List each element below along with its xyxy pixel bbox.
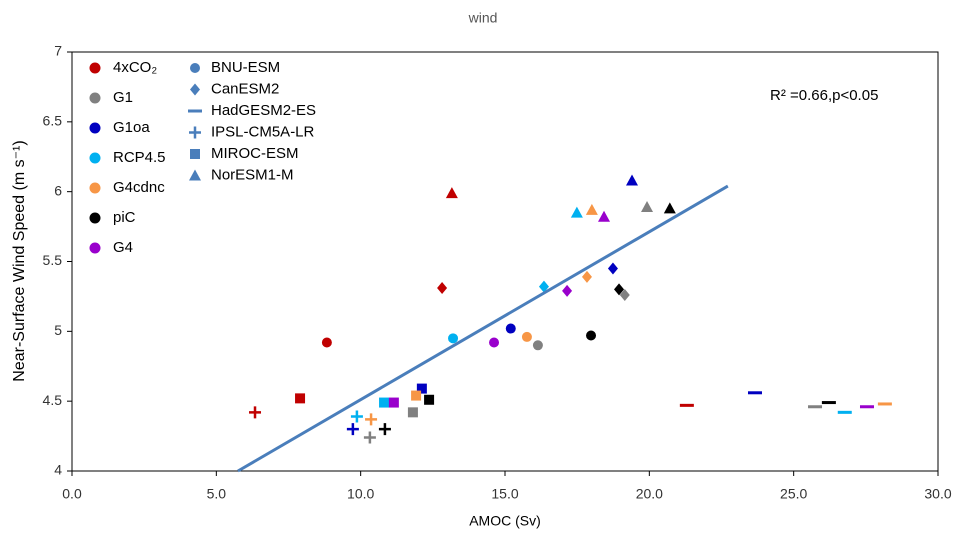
- data-point: [607, 262, 618, 275]
- fit-line: [237, 184, 729, 473]
- annotation: R² =0.66,p<0.05: [770, 87, 878, 104]
- data-point: [505, 323, 516, 334]
- x-tick-label: 0.0: [62, 486, 82, 502]
- legend-label: 4xCO₂: [113, 59, 157, 76]
- legend-swatch: [89, 182, 101, 194]
- data-point: [379, 397, 390, 408]
- data-point: [581, 270, 592, 283]
- y-tick-label: 6: [54, 182, 62, 198]
- data-point: [641, 201, 654, 213]
- legend-label: G1oa: [113, 119, 150, 136]
- data-point: [445, 187, 458, 199]
- x-tick-label: 30.0: [924, 486, 951, 502]
- y-tick-label: 4: [54, 462, 62, 478]
- legend-swatch: [89, 242, 101, 254]
- chart-title: wind: [468, 10, 498, 26]
- data-point: [321, 337, 332, 348]
- y-tick-label: 5: [54, 322, 62, 338]
- legend-label: G4: [113, 239, 133, 256]
- data-point: [489, 337, 500, 348]
- data-point: [877, 402, 892, 406]
- data-point: [808, 405, 823, 409]
- legend-swatch: [190, 63, 200, 73]
- data-point: [448, 333, 459, 344]
- data-point: [437, 282, 448, 295]
- legend-label: RCP4.5: [113, 149, 166, 166]
- data-point: [424, 394, 435, 405]
- legend-swatch: [89, 62, 101, 74]
- data-point: [350, 410, 363, 423]
- x-tick-label: 15.0: [491, 486, 518, 502]
- x-tick-label: 20.0: [636, 486, 663, 502]
- data-point: [859, 405, 874, 409]
- data-point: [562, 284, 573, 297]
- legend-label: G4cdnc: [113, 179, 165, 196]
- legend-label: CanESM2: [211, 80, 279, 97]
- legend-swatch: [189, 126, 201, 139]
- data-point: [363, 431, 376, 444]
- legend-label: piC: [113, 209, 136, 226]
- legend-label: HadGESM2-ES: [211, 102, 316, 119]
- data-point: [388, 397, 399, 408]
- data-point: [378, 423, 391, 436]
- legend-label: IPSL-CM5A-LR: [211, 123, 315, 140]
- y-tick-label: 5.5: [43, 252, 63, 268]
- data-point: [411, 390, 422, 401]
- legend-swatch: [190, 149, 200, 159]
- legend-swatch: [89, 152, 101, 164]
- y-tick-label: 6.5: [43, 113, 63, 129]
- legend-label: G1: [113, 89, 133, 106]
- legend-swatch: [89, 212, 101, 224]
- legend-swatch: [89, 92, 101, 104]
- data-point: [598, 210, 611, 222]
- data-point: [295, 393, 306, 404]
- y-axis-label: Near-Surface Wind Speed (m s⁻¹): [11, 140, 28, 381]
- data-point: [538, 280, 549, 293]
- data-point: [570, 206, 583, 218]
- legend-swatch: [89, 122, 101, 134]
- data-point: [407, 407, 418, 418]
- data-point: [747, 391, 762, 395]
- data-point: [837, 410, 852, 414]
- x-axis-label: AMOC (Sv): [469, 513, 541, 529]
- data-point: [365, 413, 378, 426]
- legend-swatch: [189, 169, 201, 181]
- legend-label: MIROC-ESM: [211, 145, 299, 162]
- legend-label: NorESM1-M: [211, 166, 294, 183]
- data-point: [532, 340, 543, 351]
- legend-label: BNU-ESM: [211, 59, 280, 76]
- x-tick-label: 10.0: [347, 486, 374, 502]
- data-point: [679, 403, 694, 407]
- data-point: [416, 383, 427, 394]
- data-point: [619, 289, 630, 302]
- legend-swatch: [190, 83, 200, 96]
- data-point: [586, 330, 597, 341]
- data-point: [249, 406, 262, 419]
- data-point: [585, 203, 598, 215]
- data-point: [626, 174, 639, 186]
- x-tick-label: 5.0: [207, 486, 227, 502]
- data-point: [663, 202, 676, 214]
- data-point: [821, 401, 836, 405]
- data-point: [521, 331, 532, 342]
- legend-swatch: [188, 109, 202, 113]
- data-point: [346, 423, 359, 436]
- data-point: [614, 283, 625, 296]
- y-tick-label: 4.5: [43, 392, 63, 408]
- y-tick-label: 7: [54, 43, 62, 59]
- x-tick-label: 25.0: [780, 486, 807, 502]
